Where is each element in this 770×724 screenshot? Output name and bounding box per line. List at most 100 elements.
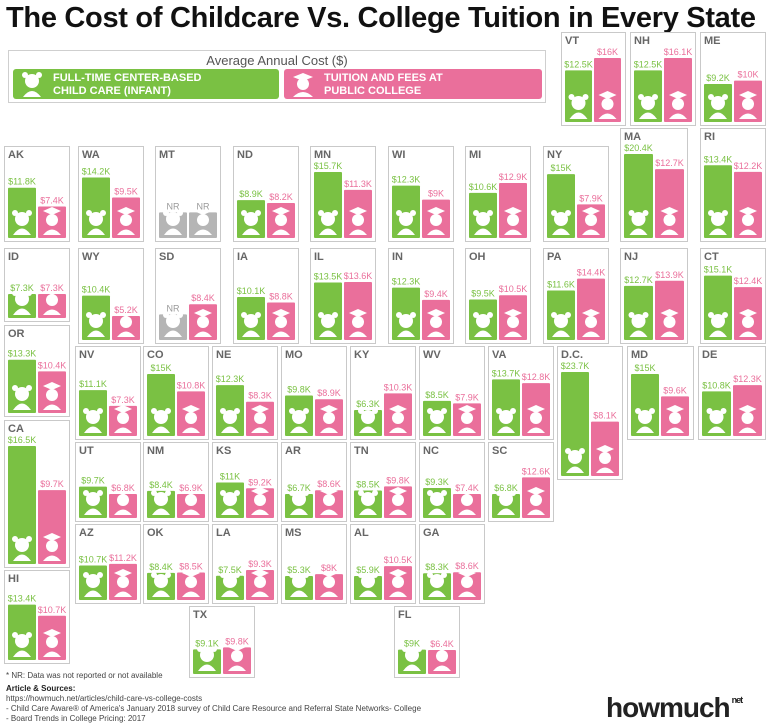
baby-icon [565, 448, 585, 473]
college-value-label: $11.2K [109, 553, 137, 563]
legend-college-line1: TUITION AND FEES AT [324, 72, 443, 84]
state-code: CA [8, 423, 24, 435]
state-tile-dc: D.C.$23.7K $8.1K [557, 346, 623, 480]
childcare-value-label: $8.4K [149, 480, 173, 490]
state-tile-tn: TN $8.5K $9.8K [350, 442, 416, 522]
source-childcare: - Child Care Aware® of America's January… [6, 704, 422, 713]
childcare-value-label: $13.4K [704, 154, 733, 164]
baby-icon [358, 408, 378, 433]
baby-icon [83, 408, 103, 433]
childcare-value-label: $10.1K [237, 286, 266, 296]
baby-icon [12, 290, 32, 315]
state-tile-va: VA $13.7K $12.8K [488, 346, 554, 440]
college-value-label: $8.8K [269, 291, 293, 301]
state-tile-me: ME $9.2K $10K [700, 32, 766, 126]
baby-icon [496, 408, 516, 433]
childcare-bar [547, 174, 575, 238]
state-code: DE [702, 349, 717, 361]
graduate-icon [228, 643, 246, 671]
state-code: ID [8, 251, 19, 263]
college-value-label: $8K [321, 563, 337, 573]
legend-college-line2: PUBLIC COLLEGE [324, 85, 422, 97]
graduate-icon [660, 309, 679, 337]
state-tile-fl: FL $9K $6.4K [394, 606, 460, 678]
graduate-icon [251, 405, 269, 433]
college-value-label: $8.3K [248, 391, 272, 401]
state-tile-ok: OK $8.4K $8.5K [143, 524, 209, 604]
state-tile-wv: WV $8.5K $7.9K [419, 346, 485, 440]
graduate-icon [427, 207, 445, 235]
childcare-value-label: $8.3K [425, 562, 449, 572]
childcare-value-label: $12.3K [392, 277, 421, 287]
college-value-label: $16.1K [664, 47, 693, 57]
state-code: ME [704, 35, 721, 47]
childcare-value-label: $11K [220, 471, 240, 481]
graduate-icon [272, 309, 290, 337]
state-code: CT [704, 251, 719, 263]
state-code: AL [354, 527, 369, 539]
childcare-value-label: $12.3K [216, 374, 245, 384]
state-code: NH [634, 35, 650, 47]
college-value-label: $12.2K [734, 161, 763, 171]
childcare-value-label: $6.8K [494, 483, 518, 493]
graduate-icon [389, 569, 407, 597]
college-value-label: $7.3K [111, 395, 135, 405]
state-tile-wy: WY $10.4K$5.2K [78, 248, 144, 344]
state-tile-ky: KY $6.3K $10.3K [350, 346, 416, 440]
childcare-value-label: $10.8K [702, 380, 731, 390]
brand-name: howmuch [606, 692, 731, 723]
graduate-icon [320, 569, 338, 597]
graduate-icon [43, 629, 61, 657]
college-value-label: $14.4K [577, 268, 606, 278]
graduate-icon [349, 207, 367, 235]
graduate-icon [458, 405, 476, 433]
baby-icon [496, 490, 516, 515]
baby-icon [708, 210, 728, 235]
state-tile-wa: WA $14.2K $9.5K [78, 146, 144, 242]
childcare-bar [8, 446, 36, 564]
state-tile-pa: PA $11.6K$14.4K [543, 248, 609, 344]
state-tile-tx: TX $9.1K $9.8K [189, 606, 255, 678]
graduate-icon [739, 91, 757, 119]
brand-logo: howmuch net [606, 692, 743, 724]
graduate-icon [504, 309, 522, 337]
childcare-value-label: $9K [404, 639, 420, 649]
state-tile-ar: AR $6.7K $8.6K [281, 442, 347, 522]
baby-icon [318, 312, 338, 337]
childcare-bar [82, 177, 110, 238]
graduate-icon [666, 405, 684, 433]
college-value-label: $8.6K [317, 479, 341, 489]
source-link[interactable]: https://howmuch.net/articles/child-care-… [6, 694, 203, 703]
graduate-icon [389, 487, 407, 515]
college-value-label: $8.1K [593, 411, 617, 421]
childcare-value-label: $12.7K [624, 275, 653, 285]
state-tile-nh: NH $12.5K$16.1K [630, 32, 696, 126]
college-value-label: NR [197, 201, 210, 211]
childcare-value-label: $11.1K [79, 379, 107, 389]
childcare-value-label: NR [167, 303, 180, 313]
source-college: - Board Trends in College Pricing: 2017 [6, 714, 146, 723]
childcare-bar [492, 379, 520, 436]
childcare-value-label: $10.4K [82, 285, 111, 295]
childcare-value-label: $16.5K [8, 435, 37, 445]
childcare-bar [624, 285, 653, 340]
baby-icon [86, 210, 106, 235]
graduate-icon [660, 207, 679, 235]
college-value-label: $8.4K [191, 293, 215, 303]
college-value-label: $12.7K [655, 158, 684, 168]
sources-title: Article & Sources: [6, 684, 76, 693]
childcare-value-label: $7.3K [10, 283, 34, 293]
state-tile-mn: MN$15.7K$11.3K [310, 146, 376, 242]
graduate-icon [527, 487, 545, 515]
college-value-label: $12.9K [499, 172, 528, 182]
state-code: LA [216, 527, 231, 539]
graduate-icon [458, 569, 476, 597]
childcare-bar [314, 282, 342, 340]
childcare-value-label: $15K [150, 363, 171, 373]
college-value-label: $12.4K [734, 276, 763, 286]
college-value-label: $9.5K [114, 187, 138, 197]
state-tile-nm: NM $8.4K $6.9K [143, 442, 209, 522]
childcare-bar [8, 359, 36, 413]
childcare-value-label: $8.5K [425, 390, 449, 400]
baby-icon [427, 572, 447, 597]
